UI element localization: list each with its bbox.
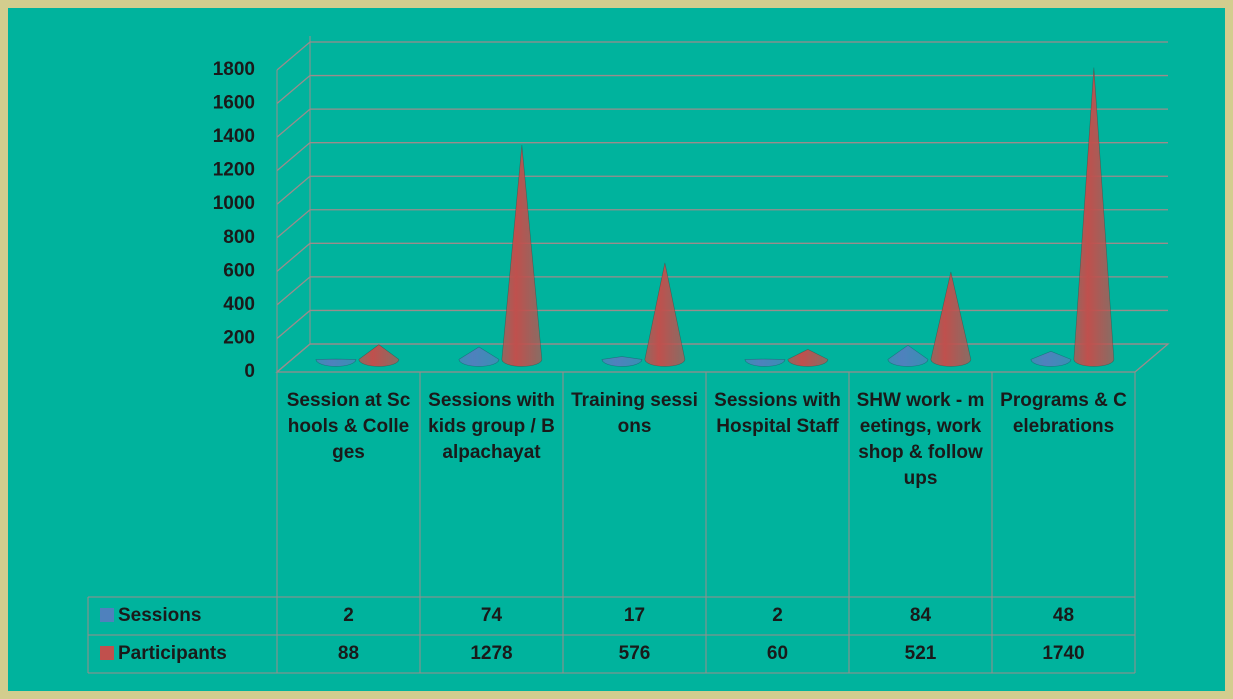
x-tick-label: SHW work - meetings, workshop & followup… <box>856 390 985 489</box>
x-tick-label: Session at Schools & Colleges <box>286 390 411 463</box>
table-value: 2 <box>772 605 783 626</box>
grid-line <box>276 276 1168 306</box>
legend-label: Participants <box>118 643 227 664</box>
table-value: 88 <box>338 643 359 664</box>
y-tick-label: 800 <box>223 227 255 248</box>
y-tick-label: 1800 <box>213 59 255 80</box>
x-tick-label: Programs & Celebrations <box>1000 390 1127 437</box>
y-tick-label: 0 <box>244 361 255 382</box>
cone <box>887 344 929 367</box>
table-value: 48 <box>1053 605 1074 626</box>
grid-line <box>276 242 1168 272</box>
grid-line <box>276 142 1168 172</box>
table-value: 1278 <box>470 643 512 664</box>
cone <box>930 271 972 367</box>
cone <box>358 344 400 367</box>
y-tick-label: 400 <box>223 294 255 315</box>
grid-line <box>276 74 1168 105</box>
legend-swatch <box>100 608 114 622</box>
grid-line <box>276 309 1168 339</box>
cone <box>315 358 357 367</box>
table-value: 1740 <box>1042 643 1084 664</box>
grid-line <box>276 108 1168 138</box>
legend-label: Sessions <box>118 605 201 626</box>
cone <box>458 346 500 367</box>
table-value: 60 <box>767 643 788 664</box>
table-value: 74 <box>481 605 503 626</box>
cone <box>1073 67 1115 367</box>
legend-swatch <box>100 646 114 660</box>
table-value: 521 <box>905 643 937 664</box>
grid-line <box>276 175 1168 205</box>
cone <box>501 144 543 367</box>
y-tick-label: 1600 <box>213 93 255 114</box>
x-tick-label: Training sessions <box>571 390 698 437</box>
y-tick-label: 1400 <box>213 126 255 147</box>
y-tick-label: 1200 <box>213 160 255 181</box>
grid-line <box>276 41 1168 71</box>
table-value: 2 <box>343 605 354 626</box>
x-tick-label: Sessions with Hospital Staff <box>714 390 841 437</box>
grid-line <box>276 209 1168 239</box>
table-value: 576 <box>619 643 651 664</box>
cone <box>601 356 643 367</box>
cone <box>1030 351 1072 367</box>
cone <box>644 262 686 367</box>
table-value: 84 <box>910 605 932 626</box>
y-tick-label: 1000 <box>213 193 255 214</box>
y-tick-label: 600 <box>223 260 255 281</box>
cone <box>787 348 829 367</box>
table-value: 17 <box>624 605 645 626</box>
x-tick-label: Sessions with kids group / Balpachayat <box>428 390 555 463</box>
cone <box>744 358 786 367</box>
y-tick-label: 200 <box>223 327 255 348</box>
chart-area <box>8 8 1225 691</box>
